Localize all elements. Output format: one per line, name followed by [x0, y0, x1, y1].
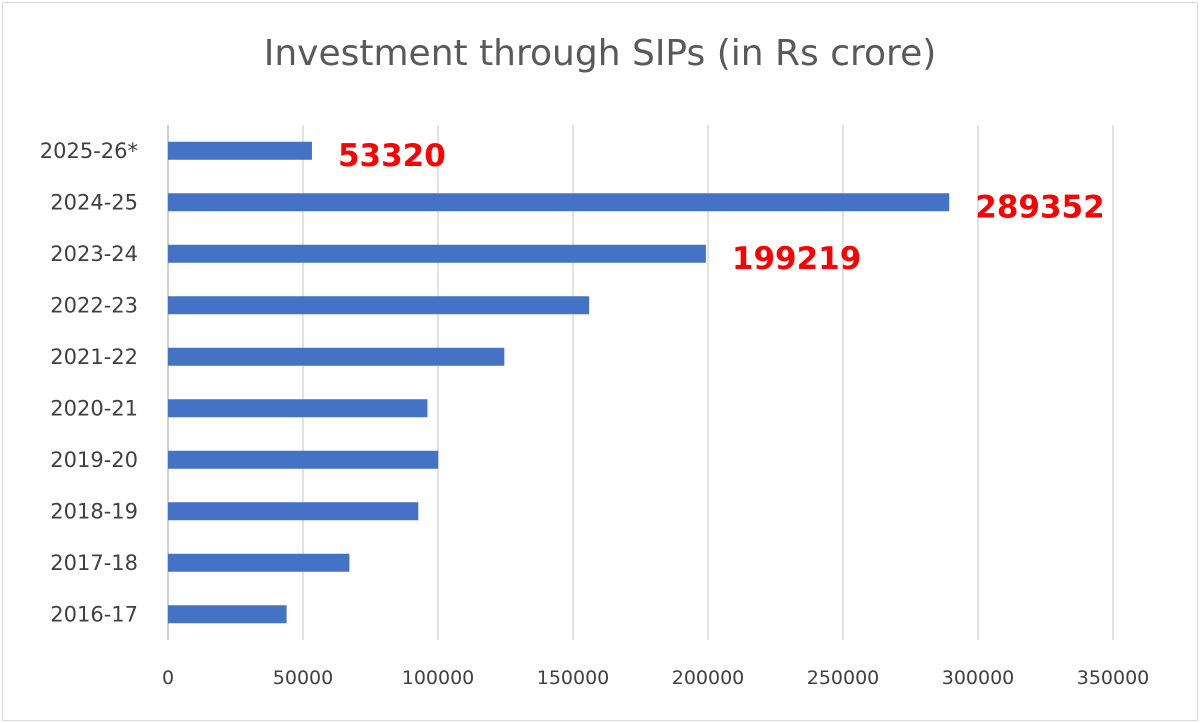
y-category-label: 2016-17: [50, 602, 138, 626]
x-tick-label: 200000: [672, 667, 745, 689]
y-category-label: 2017-18: [50, 551, 138, 575]
y-category-label: 2022-23: [50, 293, 138, 317]
x-tick-label: 250000: [807, 667, 880, 689]
bar: [168, 193, 950, 212]
x-tick-label: 350000: [1077, 667, 1150, 689]
y-category-label: 2021-22: [50, 345, 138, 369]
bar: [168, 605, 287, 624]
bar: [168, 141, 312, 160]
chart-title: Investment through SIPs (in Rs crore): [263, 33, 937, 74]
y-category-label: 2024-25: [50, 190, 138, 214]
bar: [168, 502, 419, 521]
data-label: 53320: [338, 138, 446, 174]
bar: [168, 553, 350, 572]
y-category-label: 2025-26*: [40, 139, 138, 163]
y-category-label: 2023-24: [50, 242, 138, 266]
x-tick-label: 50000: [273, 667, 333, 689]
x-tick-label: 300000: [942, 667, 1015, 689]
data-label: 199219: [732, 241, 861, 277]
bar: [168, 399, 428, 418]
bar: [168, 296, 590, 315]
bar: [168, 244, 706, 263]
x-tick-label: 150000: [537, 667, 610, 689]
x-tick-label: 100000: [402, 667, 475, 689]
x-tick-label: 0: [162, 667, 174, 689]
y-category-label: 2020-21: [50, 396, 138, 420]
y-category-label: 2019-20: [50, 448, 138, 472]
y-category-label: 2018-19: [50, 499, 138, 523]
data-label: 289352: [975, 189, 1104, 225]
bar: [168, 450, 439, 469]
bar: [168, 347, 505, 366]
